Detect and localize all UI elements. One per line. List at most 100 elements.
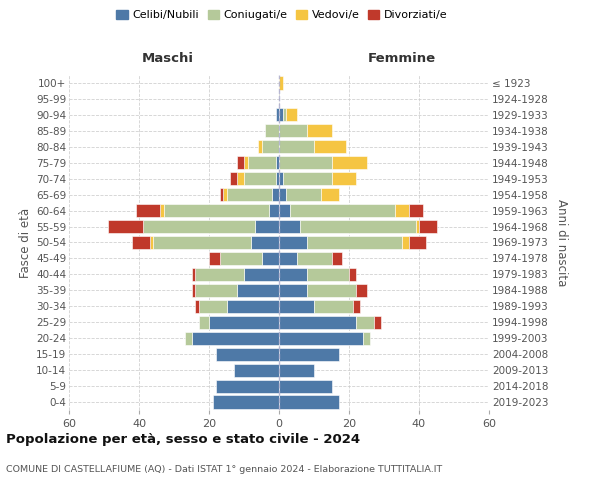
- Bar: [331, 172, 356, 185]
- Bar: [237, 172, 244, 185]
- Y-axis label: Fasce di età: Fasce di età: [19, 208, 32, 278]
- Bar: [279, 396, 338, 408]
- Bar: [216, 380, 279, 392]
- Bar: [353, 300, 359, 313]
- Bar: [216, 348, 279, 360]
- Bar: [227, 188, 272, 201]
- Bar: [279, 300, 314, 313]
- Bar: [321, 188, 338, 201]
- Text: COMUNE DI CASTELLAFIUME (AQ) - Dati ISTAT 1° gennaio 2024 - Elaborazione TUTTITA: COMUNE DI CASTELLAFIUME (AQ) - Dati ISTA…: [6, 465, 442, 474]
- Bar: [286, 188, 321, 201]
- Bar: [244, 172, 275, 185]
- Bar: [265, 124, 279, 138]
- Bar: [307, 284, 356, 297]
- Bar: [373, 316, 380, 329]
- Bar: [262, 252, 279, 265]
- Y-axis label: Anni di nascita: Anni di nascita: [555, 199, 568, 286]
- Bar: [237, 156, 244, 170]
- Bar: [279, 252, 296, 265]
- Bar: [395, 204, 409, 217]
- Bar: [356, 284, 367, 297]
- Bar: [195, 300, 199, 313]
- Bar: [279, 364, 314, 376]
- Bar: [307, 236, 401, 249]
- Bar: [244, 156, 248, 170]
- Bar: [195, 284, 237, 297]
- Bar: [279, 124, 307, 138]
- Bar: [279, 188, 286, 201]
- Bar: [401, 236, 409, 249]
- Bar: [272, 188, 279, 201]
- Bar: [279, 156, 331, 170]
- Bar: [279, 316, 356, 329]
- Bar: [279, 172, 283, 185]
- Bar: [300, 220, 415, 233]
- Bar: [237, 284, 279, 297]
- Bar: [279, 236, 307, 249]
- Bar: [269, 204, 279, 217]
- Bar: [220, 188, 223, 201]
- Bar: [233, 364, 279, 376]
- Bar: [419, 220, 437, 233]
- Bar: [331, 156, 367, 170]
- Text: Popolazione per età, sesso e stato civile - 2024: Popolazione per età, sesso e stato civil…: [6, 432, 360, 446]
- Bar: [143, 220, 254, 233]
- Bar: [212, 396, 279, 408]
- Bar: [275, 108, 279, 122]
- Bar: [191, 332, 279, 345]
- Bar: [199, 316, 209, 329]
- Bar: [356, 316, 373, 329]
- Bar: [307, 124, 331, 138]
- Text: Maschi: Maschi: [142, 52, 194, 65]
- Bar: [244, 268, 279, 281]
- Bar: [185, 332, 191, 345]
- Bar: [279, 76, 283, 90]
- Bar: [136, 204, 160, 217]
- Bar: [363, 332, 370, 345]
- Bar: [199, 300, 227, 313]
- Bar: [227, 300, 279, 313]
- Bar: [296, 252, 331, 265]
- Bar: [279, 204, 290, 217]
- Bar: [409, 204, 422, 217]
- Bar: [195, 268, 244, 281]
- Bar: [251, 236, 279, 249]
- Bar: [153, 236, 251, 249]
- Bar: [331, 252, 342, 265]
- Bar: [307, 268, 349, 281]
- Bar: [191, 284, 195, 297]
- Bar: [230, 172, 237, 185]
- Bar: [279, 332, 363, 345]
- Bar: [163, 204, 269, 217]
- Bar: [279, 348, 338, 360]
- Bar: [209, 316, 279, 329]
- Bar: [283, 172, 331, 185]
- Bar: [409, 236, 426, 249]
- Bar: [160, 204, 163, 217]
- Bar: [220, 252, 262, 265]
- Bar: [415, 220, 419, 233]
- Bar: [209, 252, 220, 265]
- Bar: [258, 140, 262, 153]
- Bar: [286, 108, 296, 122]
- Bar: [279, 284, 307, 297]
- Bar: [279, 108, 283, 122]
- Bar: [290, 204, 395, 217]
- Bar: [275, 172, 279, 185]
- Bar: [107, 220, 143, 233]
- Bar: [275, 156, 279, 170]
- Bar: [283, 108, 286, 122]
- Bar: [254, 220, 279, 233]
- Bar: [191, 268, 195, 281]
- Bar: [314, 300, 353, 313]
- Bar: [279, 268, 307, 281]
- Bar: [279, 220, 300, 233]
- Bar: [349, 268, 356, 281]
- Bar: [314, 140, 346, 153]
- Bar: [262, 140, 279, 153]
- Bar: [248, 156, 275, 170]
- Bar: [132, 236, 149, 249]
- Bar: [149, 236, 153, 249]
- Bar: [223, 188, 227, 201]
- Legend: Celibi/Nubili, Coniugati/e, Vedovi/e, Divorziati/e: Celibi/Nubili, Coniugati/e, Vedovi/e, Di…: [112, 6, 452, 25]
